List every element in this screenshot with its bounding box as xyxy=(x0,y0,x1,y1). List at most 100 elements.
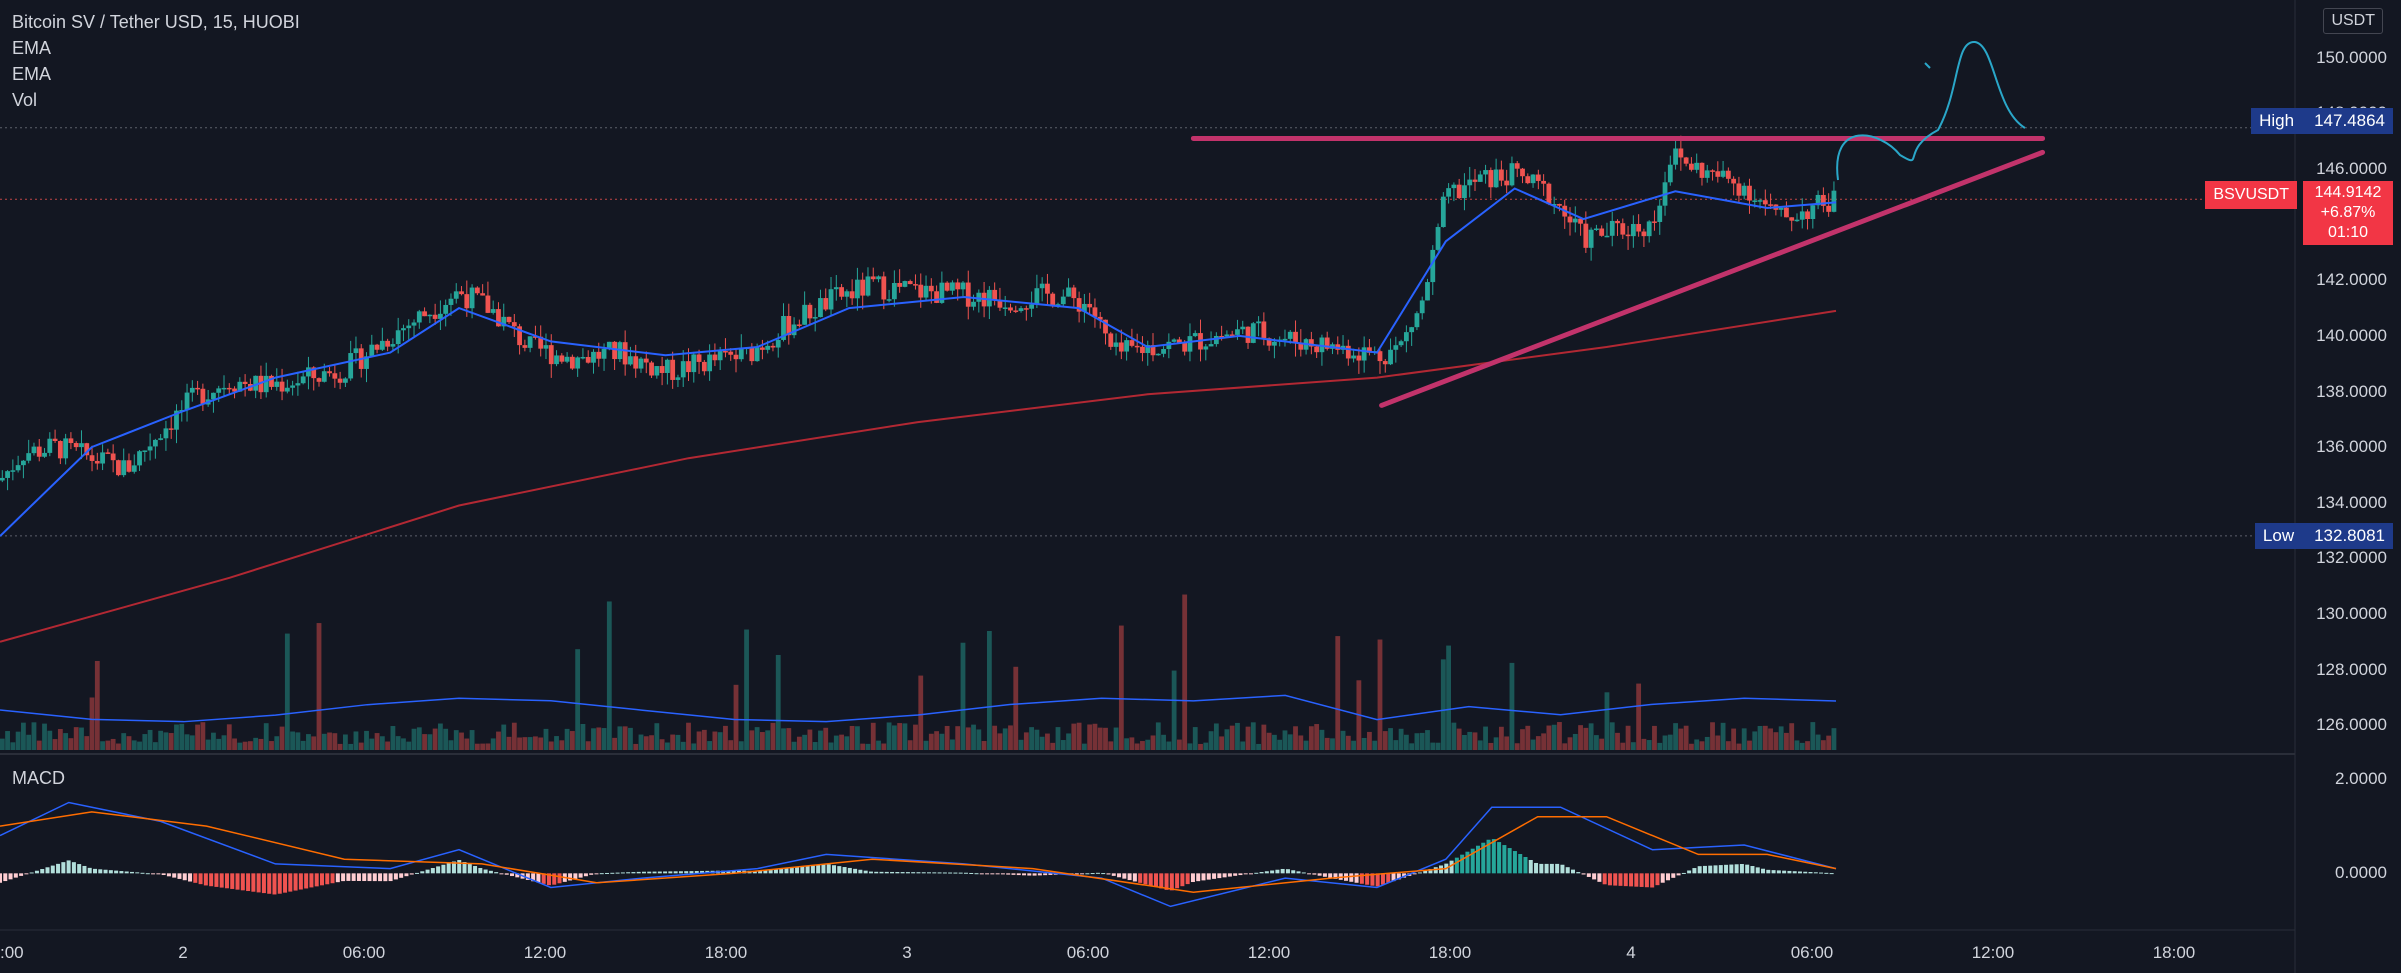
support-trendline xyxy=(1379,149,2046,408)
volume-legend[interactable]: Vol xyxy=(12,90,38,110)
volume-bar xyxy=(0,738,5,750)
volume-bar xyxy=(1451,722,1457,750)
macd-histogram-bar xyxy=(1106,873,1111,875)
currency-unit-button[interactable]: USDT xyxy=(2323,8,2383,34)
candle-body xyxy=(1594,228,1599,231)
macd-histogram-bar xyxy=(1027,873,1032,876)
macd-histogram-bar xyxy=(1797,871,1802,874)
macd-histogram-bar xyxy=(847,867,852,874)
macd-histogram-bar xyxy=(684,871,689,874)
candle-body xyxy=(1161,349,1166,354)
candle-body xyxy=(1720,170,1726,177)
volume-bar xyxy=(84,736,90,750)
macd-histogram-bar xyxy=(108,870,113,874)
volume-bar xyxy=(284,633,290,750)
candle-body xyxy=(844,291,850,297)
macd-histogram-bar xyxy=(40,869,45,874)
macd-legend[interactable]: MACD xyxy=(12,768,65,788)
candle-body xyxy=(1472,179,1478,182)
last-price-tag: 144.9142 +6.87% 01:10 xyxy=(2303,181,2393,245)
volume-bar xyxy=(1462,734,1467,750)
volume-bar xyxy=(1319,729,1325,750)
candle-body xyxy=(1256,321,1261,324)
volume-bar xyxy=(1725,741,1731,750)
ema-slow-legend[interactable]: EMA xyxy=(12,64,52,84)
volume-bar xyxy=(496,731,501,750)
macd-histogram-bar xyxy=(341,873,346,882)
volume-bar xyxy=(1134,743,1140,750)
volume-bar xyxy=(1826,735,1832,750)
macd-histogram-bar xyxy=(1402,873,1407,878)
volume-bar xyxy=(1224,729,1230,750)
macd-histogram-bar xyxy=(626,872,631,874)
volume-bar xyxy=(1198,743,1203,750)
candle-body xyxy=(1805,211,1810,219)
high-marker: High 147.4864 xyxy=(2251,108,2393,134)
candle-body xyxy=(47,438,53,453)
macd-histogram-bar xyxy=(193,873,198,883)
candle-body xyxy=(427,314,433,317)
volume-bar xyxy=(1657,742,1663,750)
candle-body xyxy=(1055,304,1061,306)
macd-histogram-bar xyxy=(937,872,942,874)
volume-bar xyxy=(216,738,222,750)
volume-bar xyxy=(1335,636,1341,750)
volume-bar xyxy=(1525,725,1531,750)
candle-body xyxy=(174,410,179,430)
macd-histogram-bar xyxy=(124,871,129,874)
macd-histogram-bar xyxy=(420,871,425,874)
volume-bar xyxy=(364,730,369,750)
ema-fast-legend[interactable]: EMA xyxy=(12,38,52,58)
macd-histogram-bar xyxy=(1470,848,1475,874)
candle-body xyxy=(1177,339,1182,343)
candle-body xyxy=(348,353,354,379)
macd-histogram-bar xyxy=(156,873,161,875)
candle-body xyxy=(327,371,332,374)
candle-body xyxy=(1150,345,1156,356)
macd-histogram-bar xyxy=(1254,872,1259,874)
macd-histogram-bar xyxy=(504,873,509,875)
candle-body xyxy=(564,356,570,362)
volume-bar xyxy=(533,736,538,750)
macd-histogram-bar xyxy=(525,873,530,880)
macd-histogram-bar xyxy=(1613,873,1618,886)
macd-histogram-bar xyxy=(1739,864,1744,874)
candle-body xyxy=(1683,157,1689,164)
macd-histogram-bar xyxy=(494,872,499,874)
macd-histogram-bar xyxy=(858,869,863,874)
candle-body xyxy=(675,377,681,380)
volume-bar xyxy=(744,629,749,750)
price-tick-label: 134.0000 xyxy=(2316,492,2387,512)
volume-bar xyxy=(1820,740,1826,750)
macd-histogram-bar xyxy=(641,871,646,874)
volume-bar xyxy=(950,739,955,750)
candle-body xyxy=(464,294,470,309)
volume-bar xyxy=(327,732,332,750)
candle-body xyxy=(865,276,871,296)
candle-body xyxy=(1652,221,1657,223)
macd-histogram-bar xyxy=(578,873,583,878)
macd-histogram-bar xyxy=(140,872,145,874)
candle-body xyxy=(279,381,285,392)
volume-bar xyxy=(601,728,607,750)
candle-body xyxy=(1488,170,1494,188)
candle-body xyxy=(1013,310,1019,312)
macd-histogram-bar xyxy=(736,870,741,874)
macd-histogram-bar xyxy=(631,872,636,874)
macd-histogram-bar xyxy=(87,867,92,874)
macd-histogram-bar xyxy=(488,870,493,874)
volume-bar xyxy=(886,722,892,750)
macd-histogram-bar xyxy=(1000,873,1005,875)
macd-histogram-bar xyxy=(536,873,541,883)
candle-body xyxy=(1535,174,1541,181)
candle-body xyxy=(1319,337,1325,353)
volume-bar xyxy=(1351,740,1356,750)
volume-bar xyxy=(137,741,142,750)
macd-histogram-bar xyxy=(1454,857,1459,874)
macd-histogram-bar xyxy=(1449,860,1454,874)
candle-body xyxy=(939,282,945,303)
volume-bar xyxy=(675,734,681,750)
volume-bar xyxy=(907,740,913,750)
volume-bar xyxy=(1219,736,1225,750)
